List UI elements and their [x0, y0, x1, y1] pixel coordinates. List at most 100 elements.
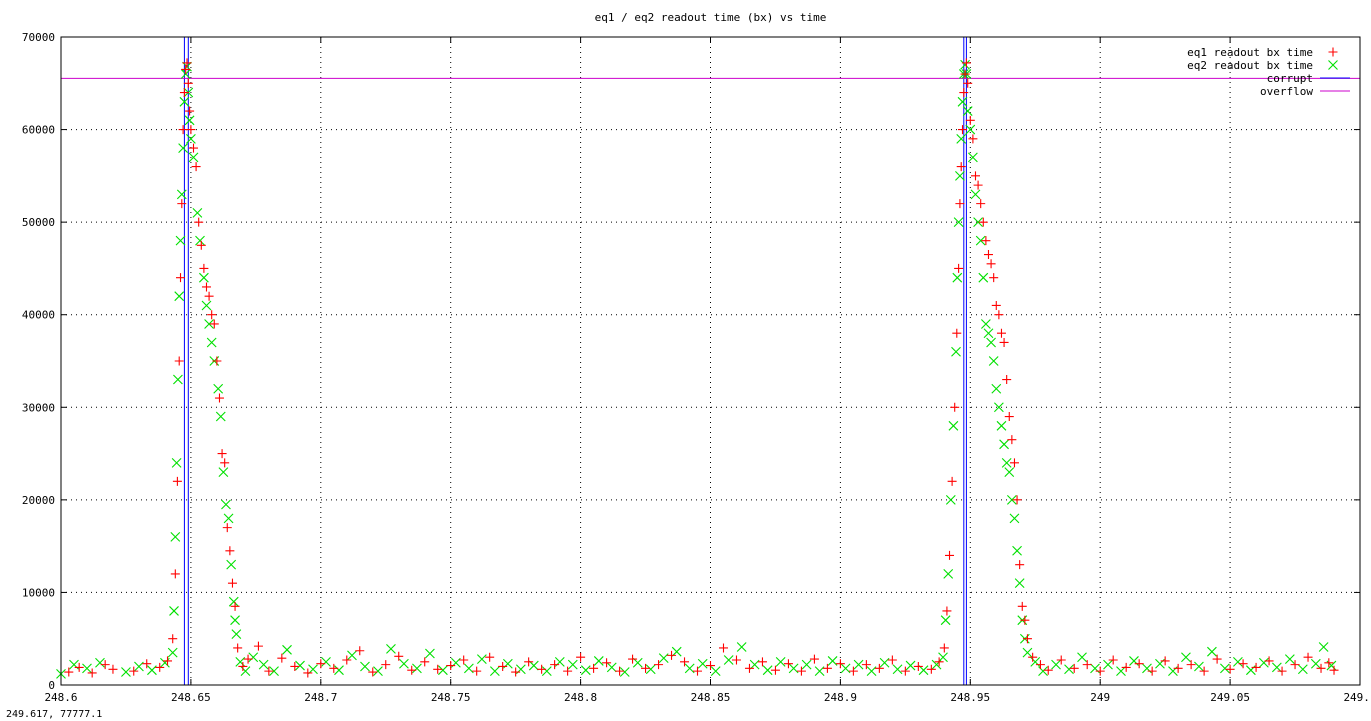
legend-label-eq1: eq1 readout bx time [1187, 46, 1313, 59]
eq1-point [407, 665, 417, 675]
eq2-point [147, 665, 157, 676]
eq2-point [1009, 513, 1020, 524]
eq2-point [710, 666, 721, 677]
eq1-point [654, 660, 664, 670]
eq2-point [788, 663, 799, 674]
y-tick-label: 20000 [22, 494, 55, 507]
eq2-point [308, 664, 318, 675]
eq2-point [282, 644, 292, 655]
eq1-point [264, 666, 274, 676]
eq2-point [1116, 666, 1126, 677]
eq2-point [1014, 578, 1025, 589]
eq1-point [290, 661, 300, 671]
eq2-point [879, 657, 890, 668]
eq1-point [100, 660, 110, 670]
eq1-point [1186, 660, 1196, 670]
eq2-point [801, 659, 812, 670]
eq1-point [968, 134, 978, 144]
eq1-point [958, 125, 968, 135]
eq1-point [381, 660, 391, 670]
eq1-point [163, 656, 173, 666]
eq1-point [238, 661, 248, 671]
eq2-point [228, 596, 239, 607]
eq1-point [191, 162, 201, 172]
eq2-point [1194, 661, 1204, 672]
eq1-point [511, 667, 521, 677]
eq1-point [217, 449, 227, 459]
eq2-point [892, 664, 903, 675]
eq1-point [446, 661, 456, 671]
eq1-point [952, 328, 962, 338]
eq2-point [671, 646, 682, 657]
x-tick-label: 248.85 [691, 691, 731, 704]
eq1-point [168, 634, 178, 644]
eq1-point [1238, 659, 1248, 669]
eq1-point [1264, 656, 1274, 666]
eq1-point [303, 668, 313, 678]
eq1-point [976, 199, 986, 209]
eq1-point [955, 199, 965, 209]
eq1-point [848, 666, 858, 676]
eq2-point [269, 666, 279, 677]
eq1-point [950, 402, 960, 412]
eq2-point [970, 189, 981, 200]
eq2-point [775, 656, 786, 667]
eq1-point [1095, 666, 1105, 676]
eq2-point [223, 513, 234, 524]
eq2-point [186, 133, 196, 144]
eq1-point [989, 273, 999, 283]
eq1-point [973, 180, 983, 190]
eq1-point [934, 657, 944, 667]
eq2-point [174, 291, 185, 302]
eq2-point [192, 207, 203, 218]
x-tick-label: 249.05 [1210, 691, 1250, 704]
eq2-point [1271, 662, 1282, 673]
eq1-point [420, 657, 430, 667]
eq1-point [550, 660, 560, 670]
eq1-point [233, 643, 243, 653]
eq2-point [1233, 656, 1243, 667]
eq1-point [913, 661, 923, 671]
eq1-point [926, 664, 936, 674]
eq2-point [814, 666, 825, 677]
eq2-point [386, 644, 396, 654]
eq2-point [723, 655, 734, 665]
eq1-point [185, 106, 195, 116]
eq1-point [74, 662, 84, 672]
eq2-point [1012, 545, 1022, 556]
eq1-point [628, 654, 638, 664]
x-tick-label: 248.95 [950, 691, 990, 704]
eq1-point [181, 64, 191, 74]
eq1-point [214, 393, 224, 403]
eq1-point [874, 663, 884, 673]
eq1-point [1147, 666, 1157, 676]
eq2-point [658, 653, 669, 664]
eq2-point [762, 665, 773, 676]
eq2-point [1022, 647, 1033, 658]
eq2-point [975, 235, 986, 246]
eq1-point [225, 546, 235, 556]
eq2-point [167, 647, 178, 658]
eq2-point [1006, 494, 1017, 505]
eq1-point [368, 667, 378, 677]
eq2-point [204, 319, 214, 329]
eq1-point [1329, 665, 1339, 675]
eq2-point [940, 615, 951, 626]
y-tick-label: 50000 [22, 216, 55, 229]
eq2-point [736, 642, 747, 652]
eq1-point [472, 666, 482, 676]
eq1-point [433, 664, 443, 674]
eq2-point [215, 411, 226, 422]
eq2-point [593, 656, 604, 666]
eq2-point [489, 666, 500, 677]
eq1-point [1121, 662, 1131, 672]
eq2-point [121, 667, 131, 677]
eq1-point [1012, 495, 1022, 505]
eq2-point [853, 659, 864, 670]
axis-ticks: 248.6 248.65 248.7 248.75 248.8 248.85 248.9 24… [22, 31, 1371, 704]
eq2-point [1258, 657, 1269, 668]
eq1-point [959, 88, 969, 98]
eq1-point [222, 523, 232, 533]
eq1-point [329, 663, 339, 673]
eq1-point [563, 666, 573, 676]
